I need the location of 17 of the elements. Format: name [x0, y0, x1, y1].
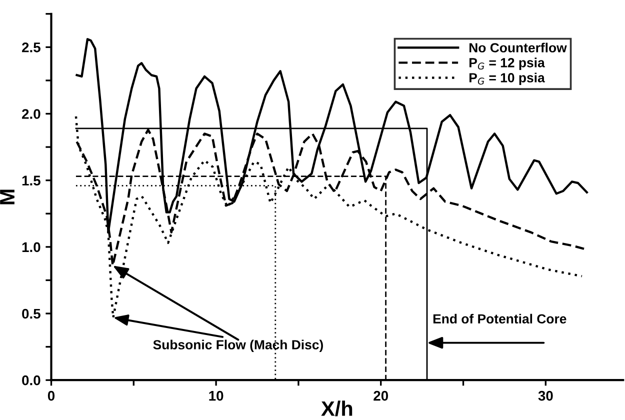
x-tick-label: 10 — [209, 390, 224, 401]
legend-label: P$_{G}$ = 10 psia — [469, 72, 545, 86]
annotation: End of Potential Core — [433, 314, 566, 324]
legend-label: No Counterflow — [469, 42, 567, 52]
y-tick-label: 0.0 — [22, 375, 40, 386]
legend-label: P$_{G}$ = 12 psia — [469, 58, 545, 70]
x-axis-title: X/h — [321, 400, 352, 416]
x-tick-label: 20 — [374, 390, 388, 401]
y-tick-label: 1.5 — [22, 176, 40, 186]
y-tick-label: 0.5 — [22, 308, 40, 319]
y-tick-label: 2.0 — [22, 109, 40, 119]
y-tick-label: 1.0 — [22, 242, 40, 252]
x-tick-label: 30 — [538, 390, 553, 401]
y-tick-label: 2.5 — [22, 42, 40, 52]
x-tick-label: 0 — [48, 390, 55, 401]
y-axis-title: M — [0, 190, 14, 204]
annotation: Subsonic Flow (Mach Disc) — [153, 340, 323, 352]
